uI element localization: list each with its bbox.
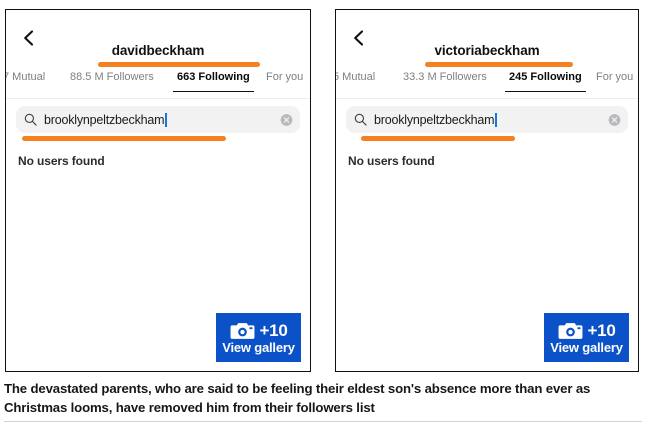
gallery-badge-top-victoria: +10 [558, 322, 616, 340]
search-icon [354, 113, 367, 126]
highlight-underline-search-victoria [361, 136, 515, 141]
profile-tabs-victoria: 5 Mutual 33.3 M Followers 245 Following … [335, 67, 638, 99]
profile-username-victoria: victoriabeckham [434, 43, 540, 58]
profile-header-david: davidbeckham [6, 10, 310, 67]
tab-mutual-victoria[interactable]: 5 Mutual [335, 71, 376, 83]
tab-following-label-david: 663 Following [177, 71, 250, 83]
highlight-underline-username-victoria [425, 62, 573, 67]
camera-icon [558, 322, 583, 340]
profile-header-victoria: victoriabeckham [336, 10, 638, 67]
gallery-label-victoria: View gallery [550, 339, 623, 355]
search-input-victoria[interactable]: brooklynpeltzbeckham [346, 106, 628, 133]
caption-bottom-divider [4, 421, 642, 422]
clear-circle-icon[interactable] [280, 113, 293, 126]
gallery-badge-top-david: +10 [230, 322, 288, 340]
tab-following-label-victoria: 245 Following [509, 71, 582, 83]
tab-followers-victoria[interactable]: 33.3 M Followers [403, 71, 487, 83]
text-caret-david [165, 112, 167, 127]
article-caption: The devastated parents, who are said to … [4, 381, 591, 415]
tab-for-you-victoria[interactable]: For you [596, 71, 634, 83]
highlight-underline-search-david [22, 136, 226, 141]
search-value-david: brooklynpeltzbeckham [44, 112, 165, 127]
tab-active-indicator-victoria [505, 90, 586, 92]
highlight-underline-username-david [98, 62, 260, 67]
tab-active-indicator-david [173, 90, 254, 92]
empty-state-david: No users found [18, 154, 105, 168]
search-value-victoria: brooklynpeltzbeckham [374, 112, 495, 127]
gallery-count-david: +10 [259, 321, 288, 340]
instagram-panel-david: davidbeckham 7 Mutual 88.5 M Followers 6… [5, 9, 311, 372]
view-gallery-button-david[interactable]: +10 View gallery [216, 313, 301, 362]
profile-tabs-david: 7 Mutual 88.5 M Followers 663 Following … [5, 67, 310, 99]
tab-following-david[interactable]: 663 Following [173, 67, 254, 92]
tab-bar-divider-david [6, 98, 310, 99]
search-area-victoria: brooklynpeltzbeckham [346, 106, 628, 141]
tab-for-you-david[interactable]: For you [266, 71, 304, 83]
clear-circle-icon[interactable] [608, 113, 621, 126]
profile-username-david: davidbeckham [111, 43, 205, 58]
search-area-david: brooklynpeltzbeckham [16, 106, 300, 141]
screenshot-panels: davidbeckham 7 Mutual 88.5 M Followers 6… [5, 9, 639, 372]
gallery-count-victoria: +10 [587, 321, 616, 340]
tab-followers-david[interactable]: 88.5 M Followers [70, 71, 154, 83]
tab-mutual-david[interactable]: 7 Mutual [5, 71, 46, 83]
gallery-label-david: View gallery [222, 339, 295, 355]
chevron-left-icon[interactable] [21, 30, 37, 46]
text-caret-victoria [495, 112, 497, 127]
camera-icon [230, 322, 255, 340]
instagram-panel-victoria: victoriabeckham 5 Mutual 33.3 M Follower… [335, 9, 639, 372]
empty-state-victoria: No users found [348, 154, 435, 168]
search-input-david[interactable]: brooklynpeltzbeckham [16, 106, 300, 133]
chevron-left-icon[interactable] [351, 30, 367, 46]
view-gallery-button-victoria[interactable]: +10 View gallery [544, 313, 629, 362]
tab-bar-divider-victoria [336, 98, 638, 99]
tab-following-victoria[interactable]: 245 Following [505, 67, 586, 92]
search-icon [24, 113, 37, 126]
